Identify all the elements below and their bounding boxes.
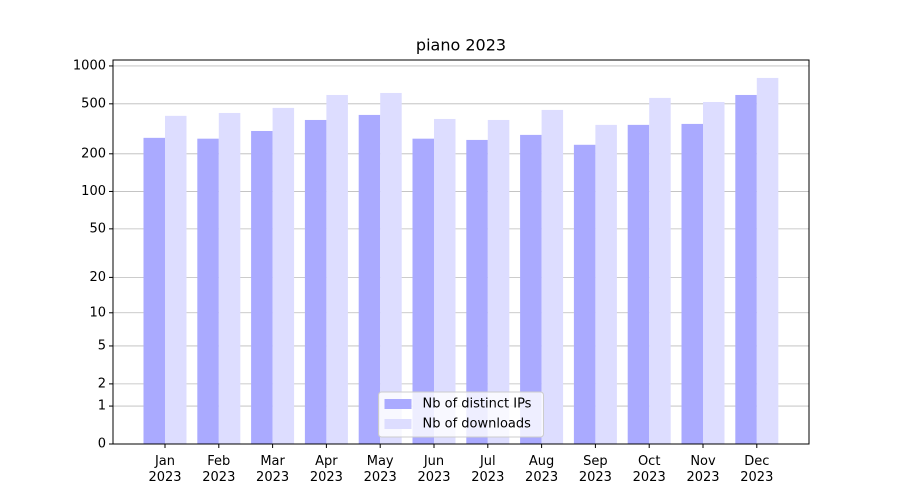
bar: [649, 97, 671, 445]
x-tick-label-line: Dec: [744, 454, 769, 469]
bar: [703, 101, 725, 445]
y-tick-label: 0: [98, 437, 106, 452]
legend-label: Nb of downloads: [423, 417, 532, 432]
bar: [487, 119, 510, 445]
x-tick-label: Jun 2023: [417, 454, 450, 485]
bar: [304, 119, 327, 445]
bar: [434, 118, 456, 444]
chart-title: piano 2023: [416, 36, 506, 55]
x-tick-label-line: 2023: [256, 470, 289, 485]
x-tick-label-line: 2023: [740, 470, 773, 485]
legend: Nb of distinct IPs Nb of downloads: [378, 391, 544, 438]
y-tick-label: 200: [81, 146, 106, 161]
x-tick-label-line: Jan: [154, 454, 175, 469]
legend-label: Nb of distinct IPs: [423, 397, 532, 412]
bar: [573, 144, 596, 445]
bar: [358, 114, 381, 444]
bar: [595, 124, 617, 444]
x-tick-label: Feb 2023: [202, 454, 235, 485]
legend-swatch: [384, 399, 412, 409]
x-tick-label-line: 2023: [310, 470, 343, 485]
x-tick-label: Aug 2023: [525, 454, 558, 485]
x-tick-label: Nov 2023: [686, 454, 719, 485]
x-tick-label-line: Aug: [529, 454, 554, 469]
legend-box: [378, 391, 544, 438]
x-tick-label-line: Jun: [423, 454, 444, 469]
y-tick-label: 10: [89, 305, 106, 320]
x-tick-label: Jan 2023: [148, 454, 181, 485]
x-tick-label: May 2023: [364, 454, 397, 485]
y-tick-label: 5: [98, 338, 106, 353]
bar: [520, 134, 542, 444]
x-tick-label-line: 2023: [202, 470, 235, 485]
x-tick-label-line: Sep: [583, 454, 608, 469]
x-tick-label-line: Mar: [260, 454, 285, 469]
y-tick-label: 100: [81, 184, 106, 199]
x-tick-label: Sep 2023: [579, 454, 612, 485]
y-tick-label: 20: [89, 270, 106, 285]
x-tick-label-line: 2023: [579, 470, 612, 485]
x-tick-label: Jul 2023: [471, 454, 504, 485]
plot-frame: [112, 59, 810, 445]
bar: [251, 130, 273, 445]
bar: [165, 115, 187, 444]
bar: [466, 139, 488, 444]
x-tick-label-line: Apr: [315, 454, 338, 469]
y-tick-label: 1000: [73, 58, 106, 73]
bar: [735, 94, 757, 444]
bar: [380, 92, 402, 445]
x-tick-label-line: 2023: [364, 470, 397, 485]
bar: [272, 107, 295, 444]
x-tick-label-line: 2023: [417, 470, 450, 485]
bar: [218, 112, 241, 445]
bar: [143, 137, 165, 444]
x-tick-label-line: 2023: [471, 470, 504, 485]
y-tick-label: 2: [98, 376, 106, 391]
bar: [627, 124, 650, 444]
y-tick-label: 500: [81, 96, 106, 111]
x-tick-label-line: 2023: [633, 470, 666, 485]
bar: [756, 77, 779, 444]
x-tick-label: Oct 2023: [633, 454, 666, 485]
x-tick-label: Dec 2023: [740, 454, 773, 485]
x-tick-label-line: 2023: [525, 470, 558, 485]
x-tick-label-line: 2023: [148, 470, 181, 485]
x-tick-label-line: May: [367, 454, 394, 469]
legend-swatch: [384, 419, 412, 429]
x-tick-label-line: Oct: [638, 454, 660, 469]
bar: [197, 138, 219, 444]
y-tick-label: 50: [89, 221, 106, 236]
x-tick-label-line: Jul: [479, 454, 496, 469]
bar: [326, 94, 348, 444]
x-tick-label-line: Feb: [207, 454, 230, 469]
x-tick-label: Mar 2023: [256, 454, 289, 485]
x-tick-label-line: Nov: [690, 454, 716, 469]
bar: [412, 138, 434, 444]
x-tick-label: Apr 2023: [310, 454, 343, 485]
bar: [681, 123, 703, 445]
bar: [541, 109, 564, 445]
y-tick-label: 1: [98, 399, 106, 414]
x-tick-label-line: 2023: [686, 470, 719, 485]
